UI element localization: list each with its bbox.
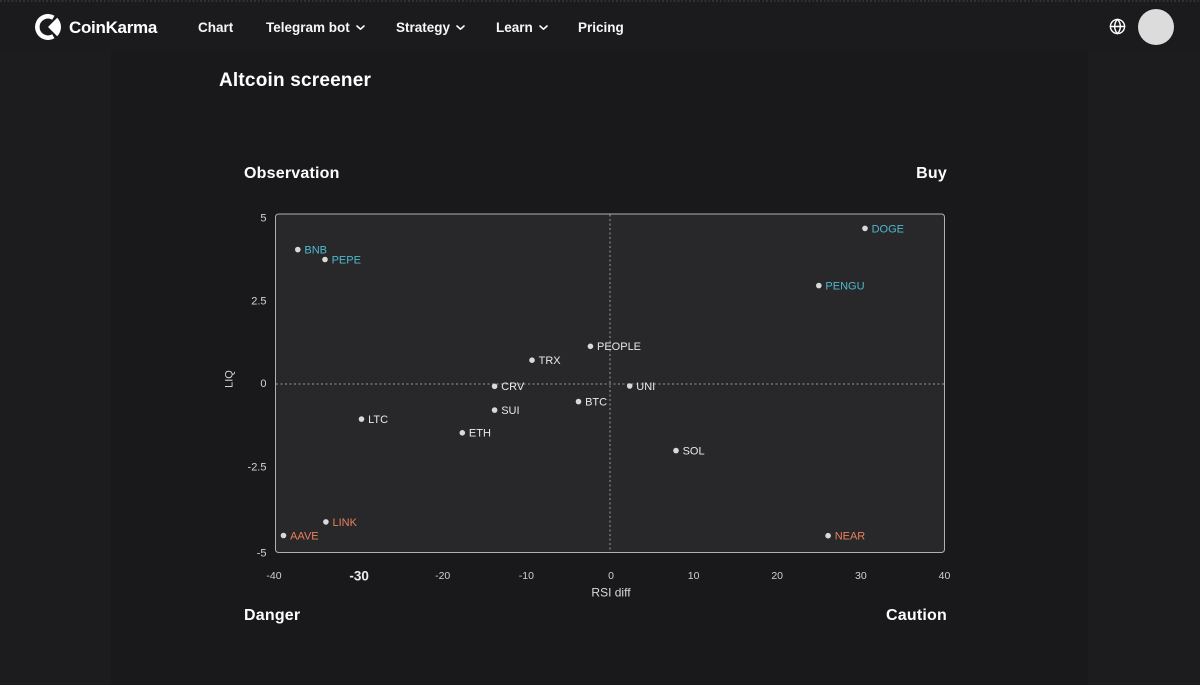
svg-text:AAVE: AAVE — [290, 530, 319, 542]
svg-text:ETH: ETH — [469, 428, 491, 440]
svg-text:LIQ: LIQ — [224, 370, 236, 388]
svg-text:SOL: SOL — [683, 446, 705, 458]
svg-text:RSI diff: RSI diff — [591, 586, 631, 600]
svg-text:40: 40 — [939, 570, 951, 582]
svg-text:-2.5: -2.5 — [248, 462, 267, 474]
svg-text:-20: -20 — [435, 570, 450, 582]
svg-text:UNI: UNI — [636, 381, 655, 393]
svg-text:DOGE: DOGE — [872, 223, 904, 235]
svg-text:PEPE: PEPE — [332, 254, 361, 266]
svg-text:-30: -30 — [349, 569, 369, 584]
svg-text:TRX: TRX — [539, 355, 562, 367]
svg-text:LINK: LINK — [333, 517, 358, 529]
svg-text:PEOPLE: PEOPLE — [597, 341, 641, 353]
svg-text:10: 10 — [688, 570, 700, 582]
svg-text:2.5: 2.5 — [251, 296, 266, 308]
svg-text:-10: -10 — [519, 570, 534, 582]
svg-text:BTC: BTC — [585, 397, 607, 409]
svg-text:30: 30 — [855, 570, 867, 582]
svg-text:BNB: BNB — [304, 245, 327, 257]
svg-text:0: 0 — [260, 378, 266, 390]
svg-text:5: 5 — [260, 213, 266, 225]
svg-text:0: 0 — [608, 570, 614, 582]
svg-text:20: 20 — [771, 570, 783, 582]
svg-text:PENGU: PENGU — [825, 281, 864, 293]
svg-text:NEAR: NEAR — [835, 531, 866, 543]
svg-text:CRV: CRV — [501, 381, 525, 393]
svg-text:-5: -5 — [257, 547, 267, 559]
svg-text:LTC: LTC — [368, 414, 388, 426]
svg-text:SUI: SUI — [501, 405, 519, 417]
svg-text:-40: -40 — [266, 570, 281, 582]
